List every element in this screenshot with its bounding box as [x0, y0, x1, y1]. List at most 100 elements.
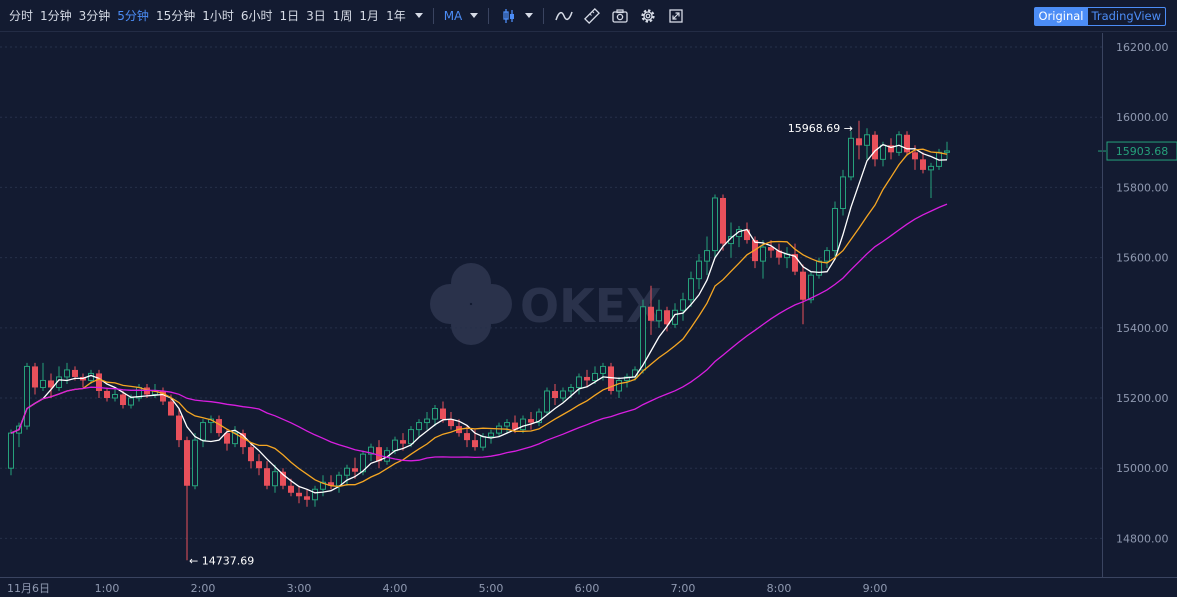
candle-body	[592, 372, 598, 381]
candle	[904, 131, 910, 156]
candle-body	[192, 439, 198, 487]
candle	[896, 131, 902, 156]
ruler-icon[interactable]	[581, 5, 603, 27]
candle-body	[888, 145, 894, 153]
candlestick-icon[interactable]	[498, 5, 520, 27]
candle	[184, 436, 190, 561]
timeframe-3d[interactable]: 3日	[306, 9, 326, 23]
timeframe-3min[interactable]: 3分钟	[78, 9, 111, 23]
timeframe-1y[interactable]: 1年	[386, 9, 406, 23]
x-tick-label: 3:00	[287, 582, 312, 595]
timeframe-1mon[interactable]: 1月	[359, 9, 380, 23]
candle-body	[440, 408, 446, 420]
candle	[720, 194, 726, 251]
candle-body	[48, 380, 54, 388]
candle	[528, 412, 534, 430]
candle-body	[576, 376, 582, 388]
candle	[248, 443, 254, 469]
candle	[536, 408, 542, 427]
candle	[768, 240, 774, 258]
candle	[848, 131, 854, 181]
candle	[584, 369, 590, 388]
candle-body	[624, 376, 630, 381]
timeframe-6h[interactable]: 6小时	[240, 9, 273, 23]
candle-body	[352, 468, 358, 472]
candle-body	[168, 401, 174, 416]
timeframe-1d[interactable]: 1日	[279, 9, 300, 23]
candle-body	[808, 274, 814, 301]
candle-body	[8, 432, 14, 469]
candle-body	[560, 390, 566, 399]
timeframe-dropdown-caret[interactable]	[414, 13, 423, 18]
candle-body	[928, 165, 934, 171]
x-tick-label: 8:00	[767, 582, 792, 595]
candle-body	[840, 176, 846, 209]
candle-body	[552, 390, 558, 399]
y-tick-label: 16000.00	[1116, 111, 1169, 124]
candle	[136, 383, 142, 402]
candle-body	[880, 144, 886, 160]
candle-body	[248, 447, 254, 462]
candle	[864, 128, 870, 160]
candle	[48, 373, 54, 399]
candle-body	[568, 386, 574, 392]
camera-icon[interactable]	[609, 5, 631, 27]
candlestick-chart[interactable]: OKEX 15968.69 → ← 14737.69 15903.68 14800.…	[0, 33, 1177, 597]
candle-body	[704, 250, 710, 262]
timeframe-15min[interactable]: 15分钟	[155, 9, 196, 23]
candle-body	[280, 471, 286, 486]
candle-body	[88, 372, 94, 381]
timeframe-5min[interactable]: 5分钟	[117, 9, 149, 23]
candle-body	[320, 481, 326, 490]
candle	[736, 226, 742, 248]
candle	[840, 169, 846, 216]
candle	[104, 387, 110, 402]
indicator-select[interactable]: MA	[443, 8, 463, 23]
view-tradingview-button[interactable]: TradingView	[1091, 9, 1161, 23]
chart-type-dropdown-caret[interactable]	[525, 13, 534, 18]
candle-body	[120, 394, 126, 406]
toolbar-divider	[432, 7, 434, 24]
indicator-dropdown-caret[interactable]	[470, 13, 479, 18]
x-tick-label: 4:00	[383, 582, 408, 595]
candle	[488, 429, 494, 444]
candle-body	[920, 159, 926, 170]
candle-body	[376, 447, 382, 462]
toolbar-divider	[488, 7, 490, 24]
candle-body	[504, 422, 510, 427]
candle-body	[424, 418, 430, 424]
candle-body	[896, 134, 902, 153]
candle	[888, 138, 894, 160]
candle	[304, 489, 310, 507]
fullscreen-icon[interactable]	[665, 5, 687, 27]
candle	[744, 222, 750, 244]
gear-icon[interactable]	[637, 5, 659, 27]
candle-body	[864, 134, 870, 146]
candle	[288, 478, 294, 497]
candle-body	[216, 419, 222, 434]
view-original-button[interactable]: Original	[1034, 8, 1088, 25]
candle	[256, 454, 262, 476]
candle	[544, 387, 550, 416]
y-tick-label: 15200.00	[1116, 392, 1169, 405]
timeframe-1min[interactable]: 1分钟	[40, 9, 72, 23]
timeframe-1h[interactable]: 1小时	[202, 9, 234, 23]
y-tick-label: 15000.00	[1116, 462, 1169, 475]
timeframe-fen-shi[interactable]: 分时	[9, 9, 34, 23]
candle	[688, 271, 694, 307]
candle	[24, 362, 30, 430]
candle	[96, 369, 102, 399]
candle	[384, 447, 390, 465]
candle	[376, 440, 382, 469]
candle-body	[664, 310, 670, 325]
candle-body	[328, 482, 334, 486]
candle-body	[872, 134, 878, 160]
candle-body	[680, 299, 686, 311]
timeframe-1w[interactable]: 1周	[332, 9, 353, 23]
candle	[824, 247, 830, 269]
line-style-icon[interactable]	[553, 5, 575, 27]
candle	[576, 373, 582, 395]
candle-body	[384, 450, 390, 462]
candle-body	[176, 415, 182, 441]
candle	[944, 141, 950, 160]
